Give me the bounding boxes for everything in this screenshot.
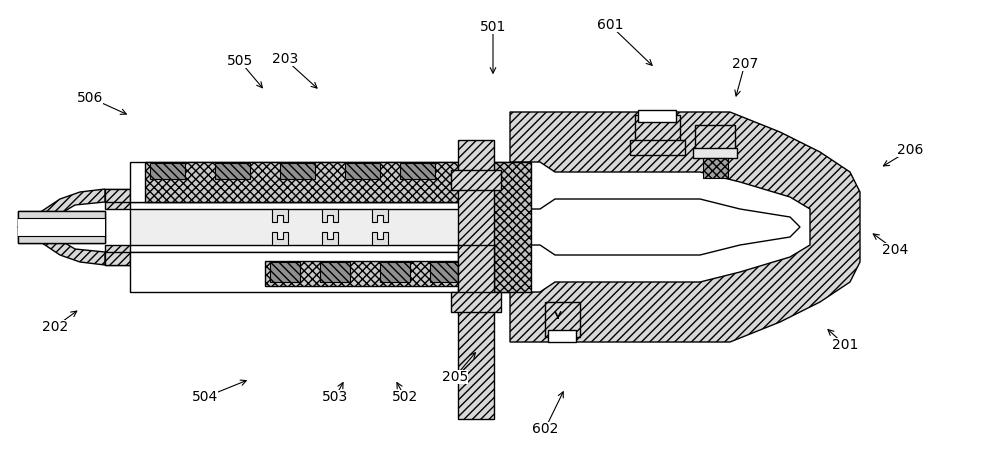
Bar (130, 209, 475, 245)
Bar (638, 110, 676, 122)
Text: 205: 205 (442, 370, 468, 384)
Text: 503: 503 (322, 390, 348, 404)
Bar (430, 262, 460, 282)
Text: 502: 502 (392, 390, 418, 404)
Polygon shape (105, 252, 130, 265)
Bar (693, 148, 737, 158)
Polygon shape (105, 245, 510, 292)
Text: 601: 601 (597, 18, 623, 32)
Bar (150, 163, 185, 179)
Polygon shape (372, 232, 388, 245)
Polygon shape (322, 209, 338, 222)
Text: 501: 501 (480, 20, 506, 34)
Bar (280, 163, 315, 179)
Bar (18, 211, 105, 243)
Text: 203: 203 (272, 52, 298, 66)
Bar (630, 140, 685, 155)
Bar (380, 262, 410, 282)
Bar (451, 170, 501, 190)
Bar (458, 245, 494, 419)
Polygon shape (272, 209, 288, 222)
Bar (476, 162, 531, 292)
Text: 201: 201 (832, 338, 858, 352)
Bar (345, 163, 380, 179)
Bar (400, 163, 435, 179)
Bar (18, 211, 105, 243)
Bar (130, 252, 475, 292)
Text: 504: 504 (192, 390, 218, 404)
Text: 506: 506 (77, 91, 103, 104)
Polygon shape (322, 232, 338, 245)
Bar (545, 302, 580, 337)
Polygon shape (372, 209, 388, 222)
Polygon shape (105, 189, 130, 202)
Bar (130, 162, 475, 202)
Bar (458, 140, 494, 314)
Polygon shape (105, 162, 510, 209)
Bar (320, 262, 350, 282)
Bar (635, 115, 680, 150)
Bar (215, 163, 250, 179)
Text: 505: 505 (227, 54, 253, 68)
Text: 202: 202 (42, 320, 68, 334)
Text: 602: 602 (532, 422, 558, 436)
Polygon shape (18, 189, 105, 265)
Polygon shape (272, 232, 288, 245)
Bar (548, 330, 576, 342)
Bar (695, 125, 735, 155)
Bar (703, 158, 728, 178)
Bar (145, 162, 465, 202)
Text: 207: 207 (732, 57, 758, 70)
Text: 206: 206 (897, 143, 923, 157)
Bar (265, 261, 465, 286)
Bar (18, 218, 105, 236)
Text: 204: 204 (882, 243, 908, 257)
Bar (451, 292, 501, 312)
Polygon shape (510, 112, 860, 342)
Bar (270, 262, 300, 282)
Polygon shape (510, 199, 800, 255)
